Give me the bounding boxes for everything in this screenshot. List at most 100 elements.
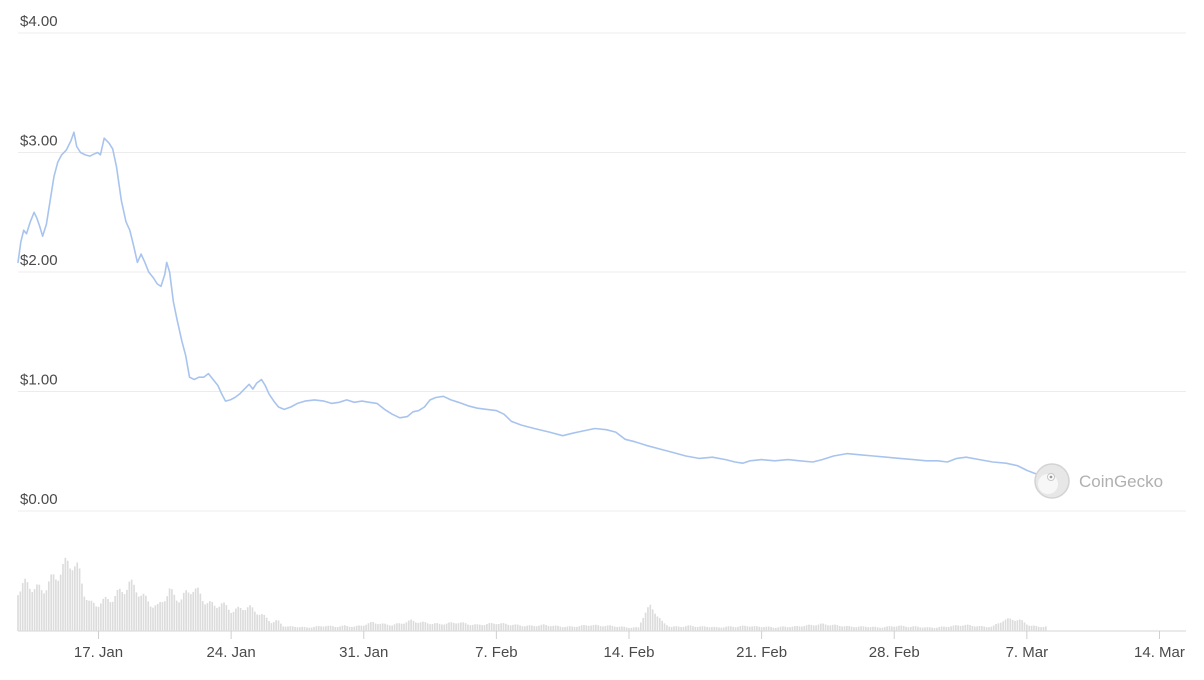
volume-bar (971, 625, 974, 631)
volume-bar (829, 625, 832, 631)
volume-bar (692, 626, 694, 631)
volume-bar (133, 584, 135, 631)
volume-bar (261, 614, 263, 631)
volume-bar (576, 626, 578, 631)
volume-bar (628, 627, 630, 631)
volume-bar (763, 627, 765, 631)
volume-bar (57, 580, 60, 631)
volume-bar (819, 623, 822, 631)
volume-bar (17, 595, 19, 631)
volume-bar (912, 626, 915, 631)
x-tick-label: 28. Feb (869, 644, 920, 661)
volume-bar (561, 627, 564, 631)
volume-bar (796, 626, 798, 631)
volume-bar (798, 626, 801, 631)
volume-bar (486, 624, 488, 631)
volume-bar (258, 614, 261, 631)
volume-bar (391, 625, 394, 631)
volume-bar (694, 626, 697, 631)
volume-bar (808, 624, 810, 631)
volume-bar (265, 617, 268, 631)
volume-bar (734, 627, 737, 631)
volume-bar (817, 624, 820, 631)
volume-bar (419, 622, 422, 631)
volume-bar (66, 560, 69, 631)
volume-bar (997, 623, 1000, 631)
volume-bar (474, 624, 476, 631)
y-tick-label: $2.00 (20, 252, 58, 269)
volume-bar (237, 606, 240, 631)
volume-bar (161, 602, 164, 631)
volume-bar (902, 626, 905, 631)
volume-bar (287, 626, 289, 631)
volume-bar (564, 627, 566, 631)
volume-bar (703, 626, 706, 631)
volume-bar (249, 605, 251, 631)
volume-bar (642, 617, 645, 631)
volume-bar (587, 625, 590, 631)
volume-bar (291, 626, 294, 631)
volume-bar (505, 623, 507, 631)
volume-bar (97, 606, 100, 631)
volume-bar (322, 626, 325, 631)
volume-bar (478, 624, 481, 631)
volume-bar (388, 625, 391, 631)
volume-bar (197, 587, 199, 631)
volume-bar (985, 627, 988, 631)
volume-bar (943, 626, 945, 631)
volume-bar (514, 624, 517, 631)
volume-bar (137, 596, 140, 631)
volume-bar (618, 626, 621, 631)
y-tick-label: $1.00 (20, 372, 58, 389)
volume-bar (78, 568, 81, 631)
volume-bar (95, 606, 97, 631)
price-line (17, 131, 1047, 476)
volume-bar (701, 626, 704, 631)
x-tick-label: 7. Mar (1006, 644, 1049, 661)
volume-bar (407, 620, 410, 631)
x-tick-label: 14. Feb (604, 644, 655, 661)
volume-bar (156, 603, 159, 631)
volume-bar (760, 627, 763, 631)
volume-bar (180, 599, 183, 631)
volume-bar (128, 581, 131, 631)
volume-bar (114, 596, 116, 631)
volume-bar (488, 623, 491, 631)
volume-bar (1011, 620, 1014, 631)
volume-bar (786, 627, 789, 631)
volume-bar (995, 623, 997, 631)
volume-bar (211, 601, 214, 631)
volume-bar (777, 627, 780, 631)
volume-bar (336, 627, 339, 631)
volume-bar (343, 625, 346, 631)
volume-bar (602, 626, 604, 631)
volume-bar (966, 624, 969, 631)
volume-bar (606, 625, 609, 631)
volume-bar (632, 627, 635, 631)
volume-bar (33, 589, 36, 631)
volume-bar (1016, 620, 1019, 631)
volume-bar (940, 626, 943, 631)
x-tick-label: 14. Mar (1134, 644, 1185, 661)
volume-bar (104, 596, 107, 631)
volume-bar (296, 627, 299, 631)
volume-bar (294, 626, 296, 631)
volume-bar (317, 626, 320, 631)
volume-bar (92, 602, 95, 631)
volume-bar (531, 625, 533, 631)
volume-bar (59, 574, 62, 631)
volume-bar (329, 625, 332, 631)
volume-bar (410, 619, 412, 631)
volume-bar (52, 574, 55, 631)
volume-bar (393, 624, 396, 631)
volume-bar (325, 626, 327, 631)
volume-bar (308, 627, 311, 631)
volume-bar (102, 598, 105, 631)
volume-bar (699, 626, 701, 631)
volume-bar (426, 623, 429, 631)
volume-bar (367, 623, 370, 631)
volume-bar (765, 626, 768, 631)
volume-bar (682, 626, 685, 631)
volume-bar (831, 624, 834, 631)
volume-bar (656, 616, 659, 631)
